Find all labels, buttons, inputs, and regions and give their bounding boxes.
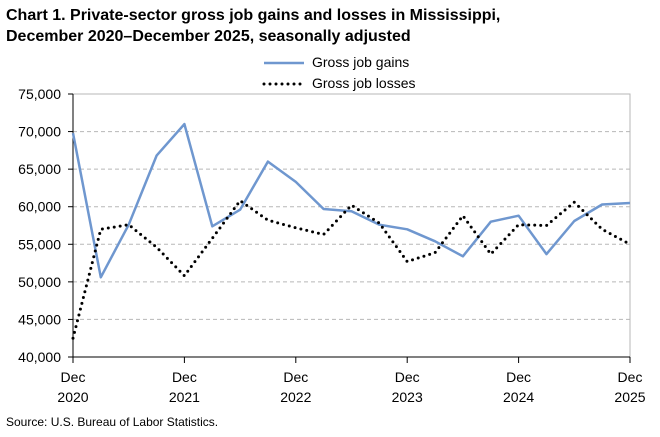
y-tick-label: 40,000 [18,349,61,365]
x-tick-label-year: 2023 [392,389,423,405]
legend-label-gains: Gross job gains [312,54,410,70]
x-tick-label-year: 2020 [57,389,88,405]
y-tick-label: 75,000 [18,86,61,102]
x-tick-label-year: 2022 [280,389,311,405]
x-tick-label-month: Dec [283,369,308,385]
x-tick-label-year: 2024 [503,389,534,405]
legend-swatch-losses [262,82,306,86]
x-tick-label-month: Dec [172,369,197,385]
y-tick-label: 60,000 [18,199,61,215]
y-tick-label: 45,000 [18,311,61,327]
x-tick-label-month: Dec [61,369,86,385]
series-line-losses [71,199,632,340]
x-tick-label-month: Dec [618,369,643,385]
x-tick-label-year: 2021 [169,389,200,405]
legend-label-losses: Gross job losses [312,75,416,91]
chart-legend: Gross job gains Gross job losses [262,52,415,94]
y-tick-label: 70,000 [18,124,61,140]
chart-title-line-1: Chart 1. Private-sector gross job gains … [6,7,501,24]
chart-title-line-2: December 2020–December 2025, seasonally … [6,28,411,45]
legend-swatch-gains [264,61,304,65]
x-tick-label-month: Dec [506,369,531,385]
x-tick-label-year: 2025 [614,389,645,405]
source-note: Source: U.S. Bureau of Labor Statistics. [6,415,219,429]
y-tick-label: 55,000 [18,236,61,252]
y-tick-label: 50,000 [18,274,61,290]
x-tick-label-month: Dec [395,369,420,385]
series-line-gains [71,122,631,279]
y-tick-label: 65,000 [18,161,61,177]
chart-title: Chart 1. Private-sector gross job gains … [6,5,656,47]
legend-item-losses: Gross job losses [262,73,415,94]
legend-item-gains: Gross job gains [262,52,415,73]
